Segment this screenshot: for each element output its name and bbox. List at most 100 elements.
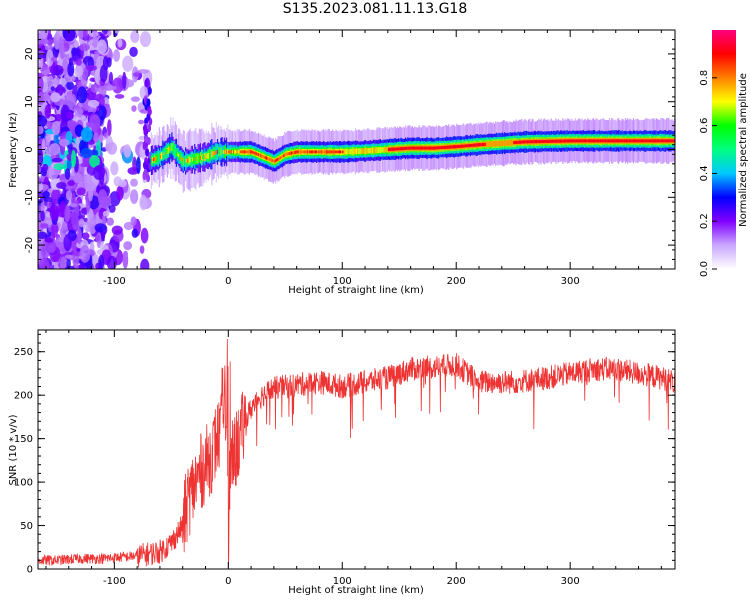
spectrogram-ridge-cell xyxy=(206,154,208,158)
spectrogram-noise-blob xyxy=(50,86,55,92)
spectrogram-y-tick-label: -20 xyxy=(24,237,35,253)
spectrogram-ridge-cell xyxy=(298,150,301,154)
spectrogram-ridge-cell xyxy=(628,139,630,143)
spectrogram-ridge-cell xyxy=(540,140,542,144)
spectrogram-noise-blob xyxy=(123,144,132,158)
spectrogram-ridge-cell xyxy=(569,139,571,143)
spectrogram-noise-blob xyxy=(110,161,119,176)
spectrogram-ridge-cell xyxy=(403,147,405,150)
spectrogram-noise-blob xyxy=(51,121,61,136)
spectrogram-ridge-cell xyxy=(626,139,628,143)
spectrogram-ridge-cell xyxy=(649,139,652,143)
spectrogram-ridge-cell xyxy=(483,142,485,147)
spectrogram-ridge-cell xyxy=(583,139,586,143)
spectrogram-ridge-cell xyxy=(539,139,541,144)
spectrogram-ridge-cell xyxy=(596,139,598,143)
spectrogram-noise-blob xyxy=(89,114,101,131)
spectrogram-x-label: Height of straight line (km) xyxy=(288,285,424,296)
spectrogram-ridge-cell xyxy=(563,139,565,143)
spectrogram-ridge-cell xyxy=(549,139,551,143)
spectrogram-ridge-cell xyxy=(260,154,262,158)
spectrogram-ridge-cell xyxy=(163,152,165,156)
spectrogram-ridge-cell xyxy=(343,148,345,155)
spectrogram-noise-blob xyxy=(60,256,67,269)
spectrogram-ridge-cell xyxy=(612,139,614,143)
spectrogram-ridge-cell xyxy=(558,139,560,143)
colorbar-tick-label: 0.4 xyxy=(699,165,710,181)
spectrogram-ridge-cell xyxy=(342,150,344,154)
spectrogram-ridge-cell xyxy=(434,146,436,150)
spectrogram-noise-blob xyxy=(111,225,123,235)
spectrogram-ridge-cell xyxy=(252,150,254,154)
colorbar-label: Normalized spectral amplitude xyxy=(738,73,749,227)
spectrogram-noise-blob xyxy=(109,71,114,85)
spectrogram-ridge-cell xyxy=(639,139,641,143)
spectrogram-ridge-cell xyxy=(516,140,518,144)
spectrogram-ridge-cell xyxy=(153,157,155,162)
spectrogram-noise-blob xyxy=(129,46,138,57)
spectrogram-ridge-cell xyxy=(418,146,420,150)
spectrogram-ridge-cell xyxy=(243,150,245,154)
spectrogram-ridge-cell xyxy=(602,139,604,143)
spectrogram-ridge-cell xyxy=(443,145,445,150)
spectrogram-ridge-cell xyxy=(592,139,595,143)
spectrogram-ridge-cell xyxy=(328,150,330,154)
spectrogram-ridge-cell xyxy=(387,147,390,152)
spectrogram-ridge-cell xyxy=(494,140,497,147)
spectrogram-ridge-cell xyxy=(455,145,457,149)
spectrogram-ridge-cell xyxy=(236,150,238,154)
spectrogram-ridge-cell xyxy=(237,150,239,154)
spectrogram-spike-blob xyxy=(146,98,151,107)
spectrogram-ridge-cell xyxy=(293,150,295,155)
spectrogram-noise-blob xyxy=(66,158,72,172)
spectrogram-ridge-cell xyxy=(407,146,409,150)
spectrogram-ridge-cell xyxy=(588,139,590,143)
spectrogram-ridge-cell xyxy=(208,149,211,161)
spectrogram-ridge-cell xyxy=(526,140,529,144)
spectrogram-ridge-cell xyxy=(518,140,521,144)
spectrogram-ridge-cell xyxy=(513,141,515,145)
spectrogram-noise-blob xyxy=(81,232,90,240)
spectrogram-ridge-cell xyxy=(664,139,666,143)
spectrogram-ridge-cell xyxy=(211,151,213,158)
spectrogram-ridge-cell xyxy=(294,150,296,154)
spectrogram-spike-blob xyxy=(147,86,152,95)
spectrogram-ridge-cell xyxy=(605,139,607,143)
spectrogram-ridge-cell xyxy=(656,139,658,143)
spectrogram-y-axis: -20 -10 0 10 20 xyxy=(24,29,675,270)
spectrogram-noise-blob xyxy=(38,126,41,137)
spectrogram-ridge-cell xyxy=(276,158,278,162)
snr-y-label: SNR (10 * v/v) xyxy=(8,414,19,485)
spectrogram-ridge-cell xyxy=(347,148,350,155)
snr-y-tick-label: 50 xyxy=(20,521,33,532)
spectrogram-ridge-cell xyxy=(230,150,232,154)
spectrogram-ridge-cell xyxy=(339,150,342,154)
spectrogram-ridge-cell xyxy=(166,149,168,153)
spectrogram-ridge-cell xyxy=(247,150,249,154)
spectrogram-ridge-cell xyxy=(553,139,555,143)
spectrogram-ridge-cell xyxy=(238,150,240,154)
spectrogram-noise-blob xyxy=(106,141,118,155)
snr-series-line xyxy=(38,339,675,568)
spectrogram-ridge-cell xyxy=(450,145,452,149)
spectrogram-ridge-cell xyxy=(555,139,557,143)
spectrogram-ridge-cell xyxy=(198,154,200,163)
spectrogram-ridge-cell xyxy=(551,139,554,143)
spectrogram-ridge-cell xyxy=(567,139,570,143)
spectrogram-noise-blob xyxy=(102,210,109,217)
spectrogram-ridge-cell xyxy=(416,146,418,150)
spectrogram-noise-blob xyxy=(53,76,60,86)
colorbar-tick-label: 0.2 xyxy=(699,213,710,229)
spectrogram-ridge-cell xyxy=(289,151,292,155)
spectrogram-ridge-cell xyxy=(647,139,649,143)
spectrogram-ridge-cell xyxy=(203,152,205,162)
snr-x-tick-label: 0 xyxy=(225,576,231,587)
spectrogram-noise-blob xyxy=(64,205,71,223)
spectrogram-ridge-cell xyxy=(167,148,170,152)
spectrogram-noise-blob xyxy=(79,244,91,263)
chart-title: S135.2023.081.11.13.G18 xyxy=(282,1,468,17)
spectrogram-noise-blob xyxy=(140,227,149,244)
spectrogram-ridge-cell xyxy=(336,150,338,154)
spectrogram-ridge-cell xyxy=(599,139,601,143)
spectrogram-ridge-cell xyxy=(542,139,545,144)
